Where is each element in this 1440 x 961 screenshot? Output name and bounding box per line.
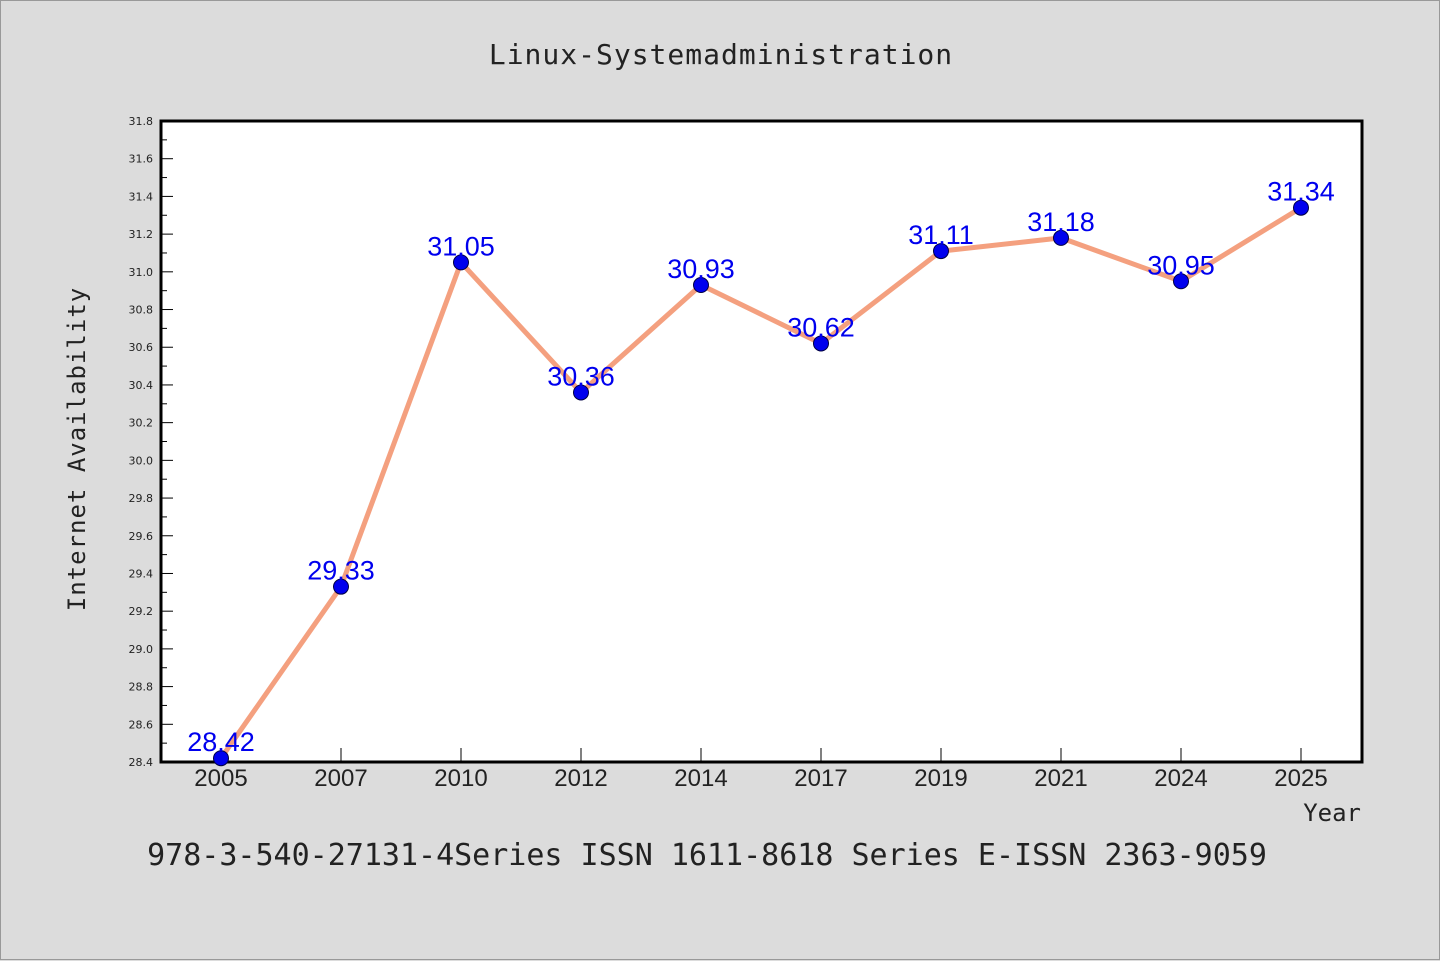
data-point-marker — [1293, 199, 1309, 216]
x-tick-label: 2005 — [194, 765, 247, 792]
y-tick-label: 29.8 — [129, 492, 154, 505]
y-tick-label: 31.4 — [129, 190, 154, 203]
data-label: 29.33 — [307, 556, 375, 586]
data-labels-group: 28.42 29.33 31.05 30.36 30.93 30.62 31.11 31.18… — [187, 177, 1335, 758]
data-point-marker — [693, 277, 709, 294]
data-label: 31.34 — [1267, 177, 1335, 207]
y-tick-label: 31.8 — [129, 115, 154, 128]
data-point-marker — [1053, 229, 1069, 246]
y-tick-label: 30.6 — [129, 341, 154, 354]
data-point-marker — [573, 384, 589, 401]
data-point-marker — [453, 254, 469, 271]
y-tick-label: 28.6 — [129, 718, 154, 731]
x-axis-title: Year — [1303, 799, 1361, 827]
data-point-marker — [813, 335, 829, 352]
data-point-marker — [213, 750, 229, 767]
x-tick-label: 2007 — [314, 765, 367, 792]
caption-text: 978-3-540-27131-4Series ISSN 1611-8618 S… — [147, 838, 1267, 873]
y-axis-title: Internet Availability — [63, 287, 91, 611]
x-tick-label: 2017 — [794, 765, 847, 792]
y-tick-label: 28.8 — [129, 681, 154, 694]
markers-group — [213, 199, 1309, 767]
chart-title: Linux-Systemadministration — [489, 38, 953, 71]
y-tick-label: 29.6 — [129, 530, 154, 543]
data-label: 30.95 — [1147, 250, 1215, 280]
data-point-marker — [333, 578, 349, 595]
x-tick-label: 2014 — [674, 765, 727, 792]
data-point-marker — [933, 243, 949, 260]
x-tick-label: 2012 — [554, 765, 607, 792]
y-tick-label: 30.4 — [129, 379, 154, 392]
y-tick-label: 31.0 — [129, 266, 154, 279]
y-tick-label: 28.4 — [129, 756, 154, 769]
y-tick-label: 30.0 — [129, 454, 154, 467]
y-tick-label: 31.6 — [129, 153, 154, 166]
x-tick-label: 2025 — [1274, 765, 1327, 792]
x-tick-label: 2021 — [1034, 765, 1087, 792]
data-point-marker — [1173, 273, 1189, 290]
series-line-group — [218, 205, 1304, 761]
y-tick-label: 30.2 — [129, 417, 154, 430]
x-tick-label: 2024 — [1154, 765, 1207, 792]
plot-area — [159, 119, 1364, 764]
data-label: 30.36 — [547, 361, 615, 391]
y-axis: 28.4 28.6 28.8 29.0 29.2 29.4 29.6 29.8 30.0 30.2… — [129, 115, 173, 769]
x-tick-label: 2010 — [434, 765, 487, 792]
data-label: 31.05 — [427, 231, 495, 261]
data-label: 31.11 — [908, 220, 974, 250]
data-label: 30.62 — [787, 312, 855, 342]
data-label: 30.93 — [667, 254, 735, 284]
x-tick-label: 2019 — [914, 765, 967, 792]
y-tick-label: 31.2 — [129, 228, 154, 241]
y-tick-label: 29.2 — [129, 605, 154, 618]
x-axis: 2005 2007 2010 2012 2014 2017 2019 2021 2024 2025 — [194, 748, 1328, 792]
y-tick-label: 30.8 — [129, 304, 154, 317]
data-label: 31.18 — [1027, 207, 1095, 237]
y-tick-label: 29.0 — [129, 643, 154, 656]
data-label: 28.42 — [187, 727, 255, 757]
series-line — [218, 205, 1304, 761]
y-tick-label: 29.4 — [129, 567, 154, 580]
